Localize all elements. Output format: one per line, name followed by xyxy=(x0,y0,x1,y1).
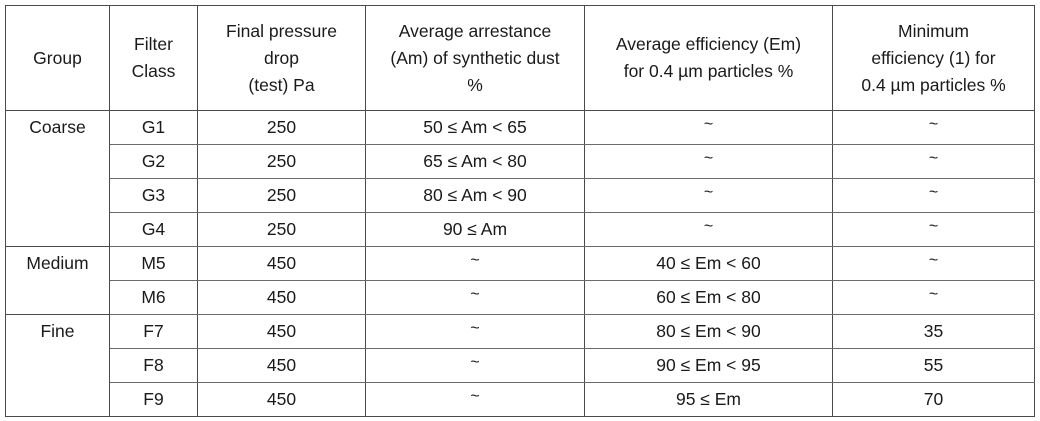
arrestance-cell: ~ xyxy=(365,382,585,417)
min-efficiency-cell: ~ xyxy=(832,178,1035,213)
avg-efficiency-cell: ~ xyxy=(584,178,833,213)
header-average-arrestance: Average arrestance (Am) of synthetic dus… xyxy=(365,5,585,111)
group-cell xyxy=(5,144,110,179)
table-row: G3 250 80 ≤ Am < 90 ~ ~ xyxy=(5,178,1035,213)
table-row: Medium M5 450 ~ 40 ≤ Em < 60 ~ xyxy=(5,246,1035,281)
filter-class-cell: F7 xyxy=(109,314,198,349)
table-row: Coarse G1 250 50 ≤ Am < 65 ~ ~ xyxy=(5,110,1035,145)
group-cell: Fine xyxy=(5,314,110,349)
header-line: 0.4 µm particles % xyxy=(861,74,1006,95)
filter-class-table-container: Group Filter Class Final pressure drop (… xyxy=(5,5,1035,417)
arrestance-cell: 80 ≤ Am < 90 xyxy=(365,178,585,213)
header-line: % xyxy=(467,74,483,95)
filter-class-cell: G3 xyxy=(109,178,198,213)
table-row: G2 250 65 ≤ Am < 80 ~ ~ xyxy=(5,144,1035,179)
arrestance-cell: ~ xyxy=(365,246,585,281)
pressure-cell: 250 xyxy=(197,178,366,213)
group-cell xyxy=(5,212,110,247)
pressure-cell: 250 xyxy=(197,212,366,247)
header-line: (test) Pa xyxy=(248,74,315,95)
header-line: Final pressure xyxy=(226,20,337,41)
pressure-cell: 450 xyxy=(197,382,366,417)
min-efficiency-cell: ~ xyxy=(832,212,1035,247)
header-line: Filter xyxy=(134,34,173,54)
group-cell xyxy=(5,382,110,417)
filter-class-cell: F8 xyxy=(109,348,198,383)
avg-efficiency-cell: ~ xyxy=(584,144,833,179)
table-row: F8 450 ~ 90 ≤ Em < 95 55 xyxy=(5,348,1035,383)
table-row: Fine F7 450 ~ 80 ≤ Em < 90 35 xyxy=(5,314,1035,349)
pressure-cell: 450 xyxy=(197,280,366,315)
avg-efficiency-cell: ~ xyxy=(584,110,833,145)
header-minimum-efficiency: Minimum efficiency (1) for 0.4 µm partic… xyxy=(832,5,1035,111)
header-line: Average arrestance xyxy=(398,20,552,41)
group-cell xyxy=(5,178,110,213)
header-filter-class: Filter Class xyxy=(109,5,198,111)
filter-class-table: Group Filter Class Final pressure drop (… xyxy=(5,5,1035,417)
min-efficiency-cell: ~ xyxy=(832,110,1035,145)
header-line: Class xyxy=(131,61,176,81)
pressure-cell: 250 xyxy=(197,110,366,145)
min-efficiency-cell: 35 xyxy=(832,314,1035,349)
filter-class-cell: G2 xyxy=(109,144,198,179)
group-cell xyxy=(5,280,110,315)
header-group: Group xyxy=(5,5,110,111)
arrestance-cell: ~ xyxy=(365,280,585,315)
arrestance-cell: ~ xyxy=(365,314,585,349)
arrestance-cell: 65 ≤ Am < 80 xyxy=(365,144,585,179)
group-cell: Medium xyxy=(5,246,110,281)
min-efficiency-cell: 55 xyxy=(832,348,1035,383)
avg-efficiency-cell: 95 ≤ Em xyxy=(584,382,833,417)
avg-efficiency-cell: ~ xyxy=(584,212,833,247)
header-line: (Am) of synthetic dust xyxy=(390,47,560,68)
arrestance-cell: 50 ≤ Am < 65 xyxy=(365,110,585,145)
avg-efficiency-cell: 40 ≤ Em < 60 xyxy=(584,246,833,281)
avg-efficiency-cell: 60 ≤ Em < 80 xyxy=(584,280,833,315)
filter-class-cell: G4 xyxy=(109,212,198,247)
filter-class-cell: M5 xyxy=(109,246,198,281)
header-line: Minimum xyxy=(898,20,969,41)
min-efficiency-cell: ~ xyxy=(832,144,1035,179)
filter-class-cell: F9 xyxy=(109,382,198,417)
group-cell xyxy=(5,348,110,383)
group-cell: Coarse xyxy=(5,110,110,145)
header-line: drop xyxy=(263,47,300,68)
min-efficiency-cell: ~ xyxy=(832,246,1035,281)
avg-efficiency-cell: 80 ≤ Em < 90 xyxy=(584,314,833,349)
filter-class-cell: M6 xyxy=(109,280,198,315)
table-row: M6 450 ~ 60 ≤ Em < 80 ~ xyxy=(5,280,1035,315)
pressure-cell: 450 xyxy=(197,246,366,281)
header-line: Average efficiency (Em) xyxy=(615,34,802,54)
table-row: F9 450 ~ 95 ≤ Em 70 xyxy=(5,382,1035,417)
pressure-cell: 250 xyxy=(197,144,366,179)
pressure-cell: 450 xyxy=(197,348,366,383)
table-row: G4 250 90 ≤ Am ~ ~ xyxy=(5,212,1035,247)
arrestance-cell: 90 ≤ Am xyxy=(365,212,585,247)
filter-class-cell: G1 xyxy=(109,110,198,145)
header-row: Group Filter Class Final pressure drop (… xyxy=(5,5,1035,111)
avg-efficiency-cell: 90 ≤ Em < 95 xyxy=(584,348,833,383)
min-efficiency-cell: ~ xyxy=(832,280,1035,315)
header-line: for 0.4 µm particles % xyxy=(623,61,794,81)
arrestance-cell: ~ xyxy=(365,348,585,383)
min-efficiency-cell: 70 xyxy=(832,382,1035,417)
header-line: efficiency (1) for xyxy=(871,47,996,68)
pressure-cell: 450 xyxy=(197,314,366,349)
header-average-efficiency: Average efficiency (Em) for 0.4 µm parti… xyxy=(584,5,833,111)
header-final-pressure: Final pressure drop (test) Pa xyxy=(197,5,366,111)
